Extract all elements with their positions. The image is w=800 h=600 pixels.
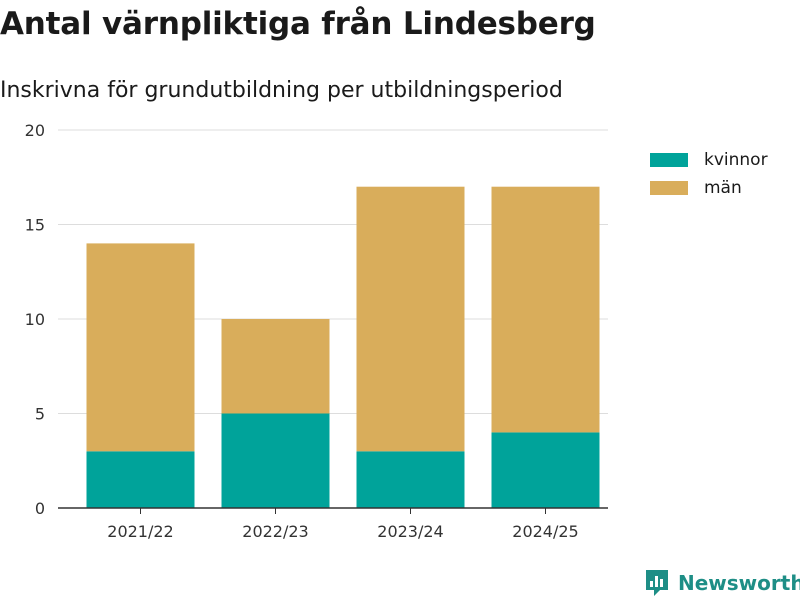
- chart-subtitle: Inskrivna för grundutbildning per utbild…: [0, 78, 563, 103]
- legend-item-man: män: [650, 174, 768, 202]
- x-tick-label-2024-25: 2024/25: [512, 522, 578, 541]
- newsworthy-logo-icon: [646, 570, 668, 596]
- x-tick-label-2021-22: 2021/22: [107, 522, 173, 541]
- y-tick-label-15: 15: [25, 216, 45, 235]
- brand-name: Newsworthy: [678, 571, 800, 595]
- legend-label-kvinnor: kvinnor: [704, 150, 768, 170]
- bar-man-2024-25: [491, 186, 600, 433]
- brand: Newsworthy: [644, 568, 800, 598]
- bar-kvinnor-2022-23: [221, 413, 330, 508]
- y-tick-label-20: 20: [25, 121, 45, 140]
- legend-item-kvinnor: kvinnor: [650, 146, 768, 174]
- bar-kvinnor-2024-25: [491, 432, 600, 508]
- legend-swatch-man: [650, 181, 688, 195]
- y-tick-label-10: 10: [25, 310, 45, 329]
- bar-man-2023-24: [356, 186, 465, 452]
- bar-man-2022-23: [221, 319, 330, 414]
- x-tick-label-2022-23: 2022/23: [242, 522, 308, 541]
- y-tick-label-0: 0: [35, 499, 45, 518]
- chart-title: Antal värnpliktiga från Lindesberg: [0, 6, 596, 42]
- y-tick-label-5: 5: [35, 405, 45, 424]
- bar-man-2021-22: [86, 243, 195, 452]
- x-tick-label-2023-24: 2023/24: [377, 522, 443, 541]
- bar-kvinnor-2021-22: [86, 451, 195, 508]
- legend-swatch-kvinnor: [650, 153, 688, 167]
- legend: kvinnor män: [650, 146, 768, 202]
- bar-kvinnor-2023-24: [356, 451, 465, 508]
- legend-label-man: män: [704, 178, 742, 198]
